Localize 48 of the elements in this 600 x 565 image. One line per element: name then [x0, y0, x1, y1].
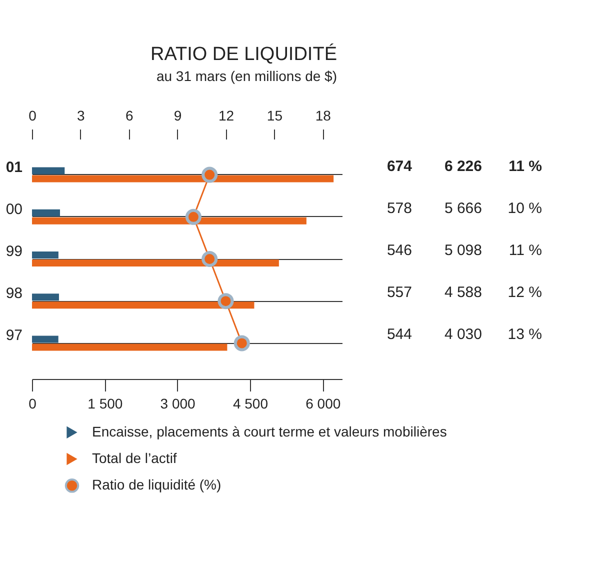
data-label: 6 226	[444, 158, 482, 175]
data-label: 544	[386, 326, 412, 344]
data-label: 578	[386, 200, 412, 217]
point	[234, 335, 250, 352]
legend-label: Total de l’actif	[92, 450, 177, 466]
chart-subtitle: au 31 mars (en millions de $)	[156, 68, 337, 84]
data-label: 5 666	[444, 200, 482, 217]
point	[185, 208, 202, 225]
x-tick-label: 4 500	[232, 396, 268, 412]
x2-tick-label: 15	[266, 108, 283, 124]
data-label: 546	[386, 242, 412, 259]
data-label: 4 030	[444, 326, 482, 344]
data-label: 5 098	[444, 242, 482, 259]
bar	[32, 209, 60, 216]
y-tick-label: 99	[6, 243, 22, 260]
data-label: 11 %	[508, 242, 542, 259]
point	[202, 166, 218, 183]
chart-title: RATIO DE LIQUIDITÉ	[150, 43, 337, 65]
x-tick-label: 3 000	[160, 396, 196, 412]
y-tick-label: 01	[6, 158, 22, 176]
legend-label: Encaisse, placements à court terme et valeurs mobilières	[92, 423, 447, 440]
x2-tick-label: 6	[125, 108, 134, 124]
data-label: 11 %	[508, 158, 542, 175]
y-tick-label: 98	[6, 285, 22, 302]
point	[218, 293, 234, 310]
data-label: 12 %	[508, 284, 542, 302]
x2-tick-label: 12	[218, 108, 234, 124]
x2-tick-label: 3	[77, 108, 86, 124]
y-tick-label: 00	[6, 200, 22, 218]
bar	[32, 167, 65, 174]
x-tick-label: 6 000	[306, 396, 341, 412]
bar	[32, 344, 228, 351]
point	[202, 250, 218, 268]
bar	[32, 252, 58, 258]
y-tick-label: 97	[6, 327, 22, 344]
data-label: 13 %	[508, 326, 542, 344]
x2-tick-label: 0	[28, 108, 37, 124]
bar	[32, 336, 58, 343]
data-label: 674	[386, 158, 413, 175]
x2-tick-label: 9	[174, 108, 182, 124]
data-label: 4 588	[444, 284, 482, 302]
data-label: 557	[386, 284, 412, 302]
data-label: 10 %	[508, 200, 542, 217]
x-tick-label: 0	[28, 396, 37, 412]
legend-label: Ratio de liquidité (%)	[92, 476, 222, 493]
bar	[32, 294, 59, 301]
x2-tick-label: 18	[315, 108, 332, 124]
x-tick-label: 1 500	[88, 396, 123, 412]
